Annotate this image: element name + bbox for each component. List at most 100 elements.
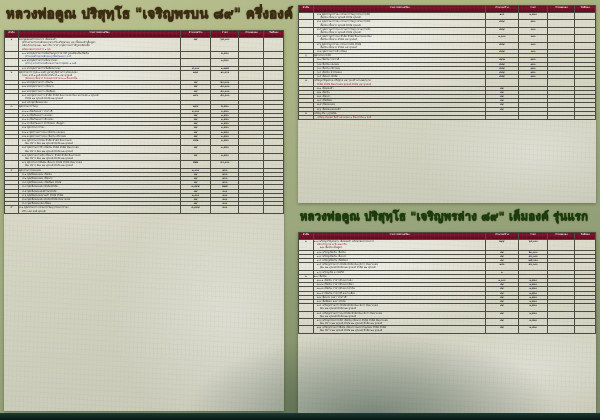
cell-quantity: ๑ xyxy=(485,269,519,275)
right-bottom-price-sheet: ลำดับ รายการพระเครื่อง จำนวนสร้าง ราคา ก… xyxy=(298,232,596,413)
table-row: ๓ชุดกรรมการใหญ่ ๓๙๙ ๒,๕๐๐ xyxy=(4,104,284,110)
description-line: ๒.๑ พระชุดกรรมการ เนื้อเงิน xyxy=(21,81,54,85)
description-line: พร้อมกล่องกรรมการ ๑ ชุด xyxy=(21,47,51,51)
table-row: ๔.๑ ชุดเนื้อทองแดง เนื้อเงิน ๘๙ ๗๐๐ xyxy=(4,171,284,178)
cell-date xyxy=(574,303,596,312)
cell-date xyxy=(574,11,596,21)
cell-price: ๑,๕๐๐ xyxy=(517,11,549,21)
cell-price: ๕๐,๐๐๐ xyxy=(517,253,549,259)
cell-quantity: ๘๙ xyxy=(485,282,519,288)
table-head: ลำดับ รายการพระเครื่อง จำนวนสร้าง ราคา ก… xyxy=(298,232,596,240)
table-row: ๕๕.๑ ชุดกรรมการ กรรมการใหญ่ กรรมการรอง สร… xyxy=(4,205,284,214)
description-line: ๑.๒ พระชุดกรรมการเนื้อนวโลหะ xyxy=(21,59,58,63)
table-row: ๒.๗ เหรียญกรรมการพิเศษ เนื้อนวะโลหะกะไหล… xyxy=(298,325,596,334)
cell-booking xyxy=(547,310,576,319)
description-line: ๓.๒.๑ ชุดกรรมการรอง เนื้อเงิน แดงทอง xyxy=(21,130,66,134)
description-line: ๑.๔ เหรียญเนื้อเงิน เนื้อสัตตะ xyxy=(316,258,349,262)
cell-booking xyxy=(238,137,265,147)
description-line: ๒.๓ เนื้อสัตตะ ลงยา มีรหัส xyxy=(316,299,346,303)
table-row: ๕.๔ ชุดกรรมการรอง กรรมการใหญ่ กรรมการเล็… xyxy=(298,26,596,36)
cell-date xyxy=(574,41,596,50)
cell-price: ๒๐,๐๐๐ xyxy=(517,249,549,255)
cell-quantity: ๘,๙๙๙ xyxy=(179,205,212,214)
description-line: ๖.๑ เนื้อเงิน ราชาวดี xyxy=(316,58,340,62)
cell-no xyxy=(4,145,19,154)
cell-description: ๓.๔ ชุดกรรมการจิ๋ว เนื้อเงิน มีรหัส มีโค… xyxy=(17,145,181,154)
description-line: ๕.๕ ชุดกรรมการรอง มีโค้ด มีรหัส มีหมายเล… xyxy=(316,35,372,39)
table-head: ลำดับ รายการพระเครื่อง จำนวนสร้าง ราคา ก… xyxy=(298,5,596,13)
cell-description: เหรียญ อื่น ๆ ทุกชนิด xyxy=(312,110,487,117)
cell-quantity: ๘๙ xyxy=(485,94,519,100)
cell-price: ๓๐๐ xyxy=(517,26,549,36)
bottom-edge-strip xyxy=(0,413,600,420)
cell-price: ๑,๕๐๐ xyxy=(517,303,549,312)
description-line: มีผง ๒๒ ทุกองค์ มีรหัส ๒๒ ทุกองค์ xyxy=(319,314,357,318)
cell-quantity: ๘๘๙ xyxy=(485,65,519,71)
cell-booking xyxy=(547,19,576,28)
cell-no xyxy=(298,34,314,43)
description-line: ๗.๒ เนื้อเงิน xyxy=(316,90,330,94)
col-header-quantity: จำนวนสร้าง xyxy=(179,30,212,38)
description-line: ๗.๕ เนื้อทองแดง xyxy=(316,103,336,107)
table-row: ๒.๕ เหรียญกรรมการรอง มีโค้ด มีรหัส มีผง … xyxy=(298,310,596,319)
cell-quantity: ๘๙ xyxy=(485,106,519,112)
table-header-row: ลำดับ รายการพระเครื่อง จำนวนสร้าง ราคา ก… xyxy=(298,5,596,13)
cell-quantity: ๘๙ xyxy=(179,37,212,52)
cell-description: ชุดกรรมการทองแดง xyxy=(17,167,181,173)
description-line: ๖.๒ เนื้อเงิน แดงทอง xyxy=(316,62,340,66)
cell-date xyxy=(263,137,284,147)
cell-price: ๖๕,๐๐๐ xyxy=(210,37,240,52)
cell-booking xyxy=(238,37,265,52)
description-line: ชุดกรรมการ (ชุด ๑ องค์) บูชาครูวัดบ้านไร… xyxy=(18,70,78,74)
right-top-price-table: ลำดับ รายการพระเครื่อง จำนวนสร้าง ราคา ก… xyxy=(298,5,596,121)
cell-date xyxy=(263,152,284,162)
cell-quantity: ๘๙ xyxy=(485,290,519,296)
description-line: ๔.๓ ชุดเนื้อทองแดง เนื้อสัตตะ มีรหัส xyxy=(21,181,62,185)
table-row: ๓.๕ ชุดกรรมการเล็ก เนื้อนวะ มีรหัส มีโค้… xyxy=(4,152,284,162)
cell-quantity: ๘๙ xyxy=(485,102,519,108)
cell-description: ๓.๕ ชุดกรรมการเล็ก เนื้อนวะ มีรหัส มีโค้… xyxy=(17,152,181,162)
table-row: เหรียญ ทั้งหมด ที่สร้างตามจอง ๑ ชิ้นเท่า… xyxy=(298,115,596,121)
description-line: ๒.๒ เนื้อเงิน เต็มสูตร xyxy=(319,246,342,250)
cell-no xyxy=(298,115,314,121)
cell-quantity: ๘๙ xyxy=(485,98,519,104)
cell-booking xyxy=(238,152,265,162)
cell-quantity: ๘๙ xyxy=(179,152,212,162)
table-row: ๕.๖ ชุดกรรมการรอง กรรมการเล็ก มีรหัส เนื้… xyxy=(298,41,596,50)
description-line: มีรหัส ๑๒ ทุกองค์ มีรหัส ๒๒ ทุกองค์ xyxy=(24,97,63,100)
cell-booking xyxy=(238,69,265,82)
cell-booking xyxy=(547,325,576,334)
description-line: ๓.๓ ชุดกรรมการย่อย มีโค้ด มีรหัส มีหมายเ… xyxy=(21,139,72,142)
cell-description: ๕.๑ ชุดกรรมการ กรรมการใหญ่ กรรมการรอง สร้… xyxy=(17,205,181,214)
table-row: ๕.๒ ชุดกรรมการรอง กรรมการใหญ่ กรรมการเล็… xyxy=(298,11,596,21)
description-line: (สั่งจอง) เนื้อนวะ รับจองตามจำนวน ๑ ชิ้น… xyxy=(24,77,78,81)
cell-quantity: ๘๙ xyxy=(485,294,519,300)
description-line: ๗.๖ เนื้อทองแดงรมดำ xyxy=(316,107,341,111)
right-bottom-table-body: ๑ ๑.๑ เหรียญเจริญพรล่าง เนื้อทองคำ พร้อมก… xyxy=(298,239,596,334)
description-line: ๕.๑ ชุดกรรมการ กรรมการใหญ่ กรรมการรอง xyxy=(18,206,69,210)
cell-date xyxy=(574,26,596,36)
description-line: ๓.๑.๒ เนื้อเงินลงยา แดงทอง xyxy=(21,113,53,117)
cell-no xyxy=(4,58,19,67)
cell-booking xyxy=(547,239,576,251)
description-line: ๑.๑ เหรียญเจริญพรล่าง เนื้อทองคำ พร้อมกล… xyxy=(313,240,375,243)
cell-no xyxy=(4,160,19,169)
cell-description: ชุดกรรมการ (ชุด ๑ องค์) บูชาครูวัดบ้านไร… xyxy=(17,69,181,82)
description-line: พระชุดทองคำกรรมการ เนื้อทองคำ xyxy=(18,38,57,41)
description-line: ๓.๔ ชุดกรรมการจิ๋ว เนื้อเงิน มีรหัส มีโค… xyxy=(21,146,79,150)
cell-description: เหรียญเจริญพรบน ปริสุทฺโธ ๘๙ รุ่น สร้างโ… xyxy=(312,78,487,87)
description-line: ๕.๗ ชุดกรรมการเล็ก เนื้อผง xyxy=(316,49,348,53)
cell-price: ๓๐๐ xyxy=(517,48,549,55)
description-line: ๒.๑.๑ เนื้อเงิน ราชาวดี ลงยาแดง xyxy=(316,279,353,282)
col-header-booking: กำหนดจอง xyxy=(238,30,265,38)
col-header-quantity: จำนวนสร้าง xyxy=(485,232,519,240)
description-line: ๗.๔ เนื้อสัตตะ xyxy=(316,99,333,103)
description-line: ๔.๕ ชุดเนื้อทองแดงผิวไฟ มีรหัส xyxy=(21,189,57,193)
cell-description: ๒.๔ เหรียญกรรมการ มีโค้ด มีรหัส มีผง มีจ… xyxy=(312,303,487,312)
cell-price: ๓๐๐ xyxy=(517,41,549,50)
description-line: ๓.๕ ชุดกรรมการเล็ก เนื้อนวะ มีรหัส มีโค้… xyxy=(21,153,81,157)
description-line: ๕.๓ ชุดกรรมการรอง กรรมการใหญ่ กรรมการเล็… xyxy=(316,20,371,24)
cell-quantity: ๑๔๐ xyxy=(179,92,212,102)
cell-date xyxy=(574,273,596,280)
cell-booking xyxy=(547,41,576,50)
